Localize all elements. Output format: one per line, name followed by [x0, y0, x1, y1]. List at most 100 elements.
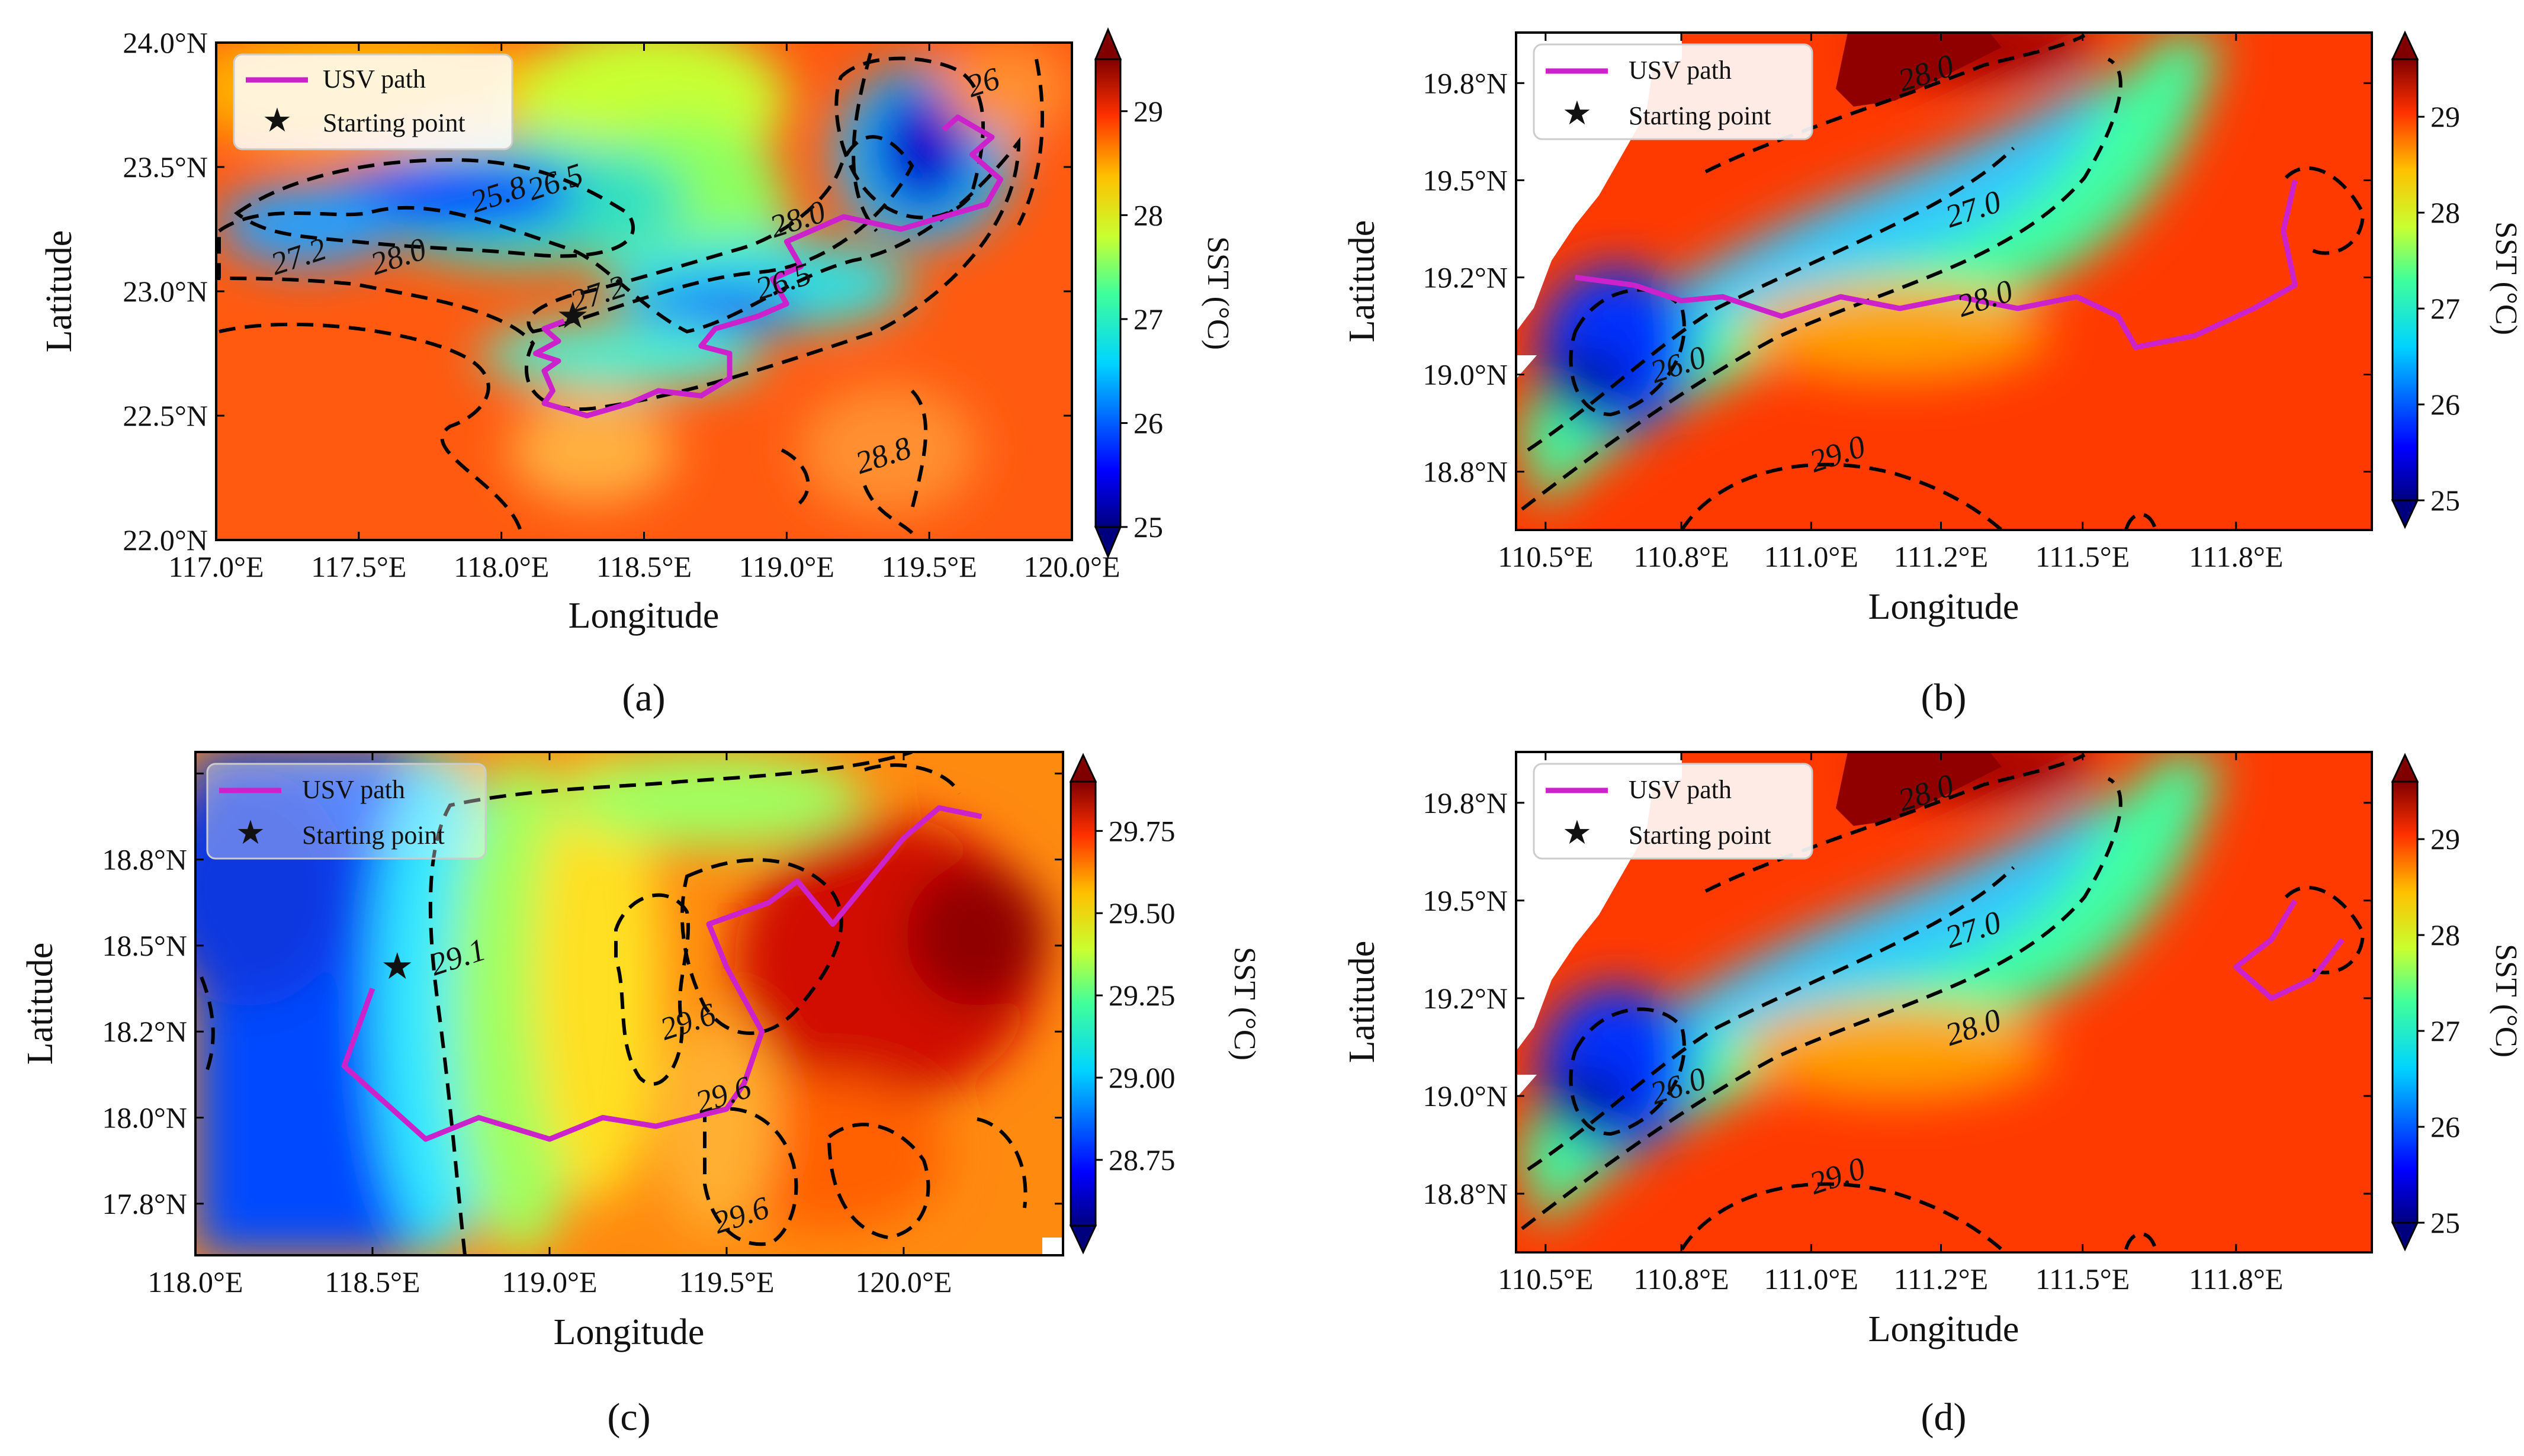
panel-label: (c)	[607, 1396, 650, 1439]
colorbar-tick-label: 29.00	[1109, 1061, 1176, 1094]
y-axis-label: Latitude	[1342, 941, 1382, 1063]
colorbar-tick-label: 27	[2430, 1014, 2460, 1047]
colorbar-arrow-bottom	[2391, 1222, 2419, 1252]
legend-path-label: USV path	[1629, 775, 1732, 804]
panel-label: (b)	[1921, 676, 1967, 719]
x-tick-label: 119.0°E	[739, 550, 834, 583]
colorbar-tick-label: 25	[1133, 510, 1163, 544]
legend: USV path ★ Starting point	[1533, 43, 1813, 140]
y-axis-label: Latitude	[39, 230, 79, 353]
y-tick-label: 18.8°N	[1422, 1177, 1508, 1210]
legend-star-label: Starting point	[1629, 821, 1771, 850]
y-tick-label: 19.0°N	[1422, 1079, 1508, 1113]
legend-path-label: USV path	[1629, 56, 1732, 85]
x-tick-label: 110.8°E	[1633, 1262, 1729, 1296]
y-tick-label: 17.8°N	[102, 1187, 187, 1220]
colorbar-tick-label: 29.50	[1109, 896, 1176, 930]
y-tick-label: 18.8°N	[1422, 455, 1508, 488]
colorbar-tick-label: 28	[2430, 918, 2460, 952]
x-tick-label: 111.2°E	[1894, 540, 1988, 573]
sst-heatmap	[1516, 33, 2372, 530]
colorbar-arrow-bottom	[1069, 1224, 1097, 1255]
colorbar-arrow-top	[2391, 30, 2419, 60]
x-tick-label: 120.0°E	[1023, 550, 1120, 583]
colorbar	[2391, 780, 2419, 1224]
x-axis-label: Longitude	[1868, 587, 2019, 627]
x-tick-label: 117.5°E	[311, 550, 406, 583]
legend-star-label: Starting point	[1629, 101, 1771, 130]
y-tick-label: 18.8°N	[102, 843, 187, 876]
y-tick-label: 22.5°N	[123, 399, 208, 432]
panel-label: (d)	[1921, 1396, 1967, 1439]
legend-star-swatch: ★	[1562, 815, 1592, 851]
colorbar-label: SST (°C)	[1201, 236, 1235, 350]
sst-heatmap	[195, 752, 1063, 1255]
x-axis-label: Longitude	[569, 596, 720, 636]
y-tick-label: 19.8°N	[1422, 786, 1508, 819]
sst-heatmap	[216, 43, 1072, 540]
colorbar-tick-label: 29	[1133, 95, 1163, 128]
y-tick-label: 19.0°N	[1422, 358, 1508, 391]
legend-star-swatch: ★	[262, 102, 292, 139]
y-tick-label: 24.0°N	[123, 26, 208, 59]
x-tick-label: 118.5°E	[596, 550, 692, 583]
x-tick-label: 111.8°E	[2189, 540, 2283, 573]
plot-frame	[194, 751, 1064, 1256]
y-tick-label: 23.0°N	[123, 275, 208, 308]
legend-path-label: USV path	[323, 65, 426, 94]
legend: USV path ★ Starting point	[206, 763, 487, 860]
x-tick-label: 120.0°E	[855, 1265, 952, 1298]
colorbar-tick-label: 25	[2430, 1206, 2460, 1239]
y-tick-label: 19.5°N	[1422, 884, 1508, 917]
x-tick-label: 111.0°E	[1764, 1262, 1858, 1296]
colorbar-tick-label: 26	[1133, 406, 1163, 439]
colorbar	[2391, 58, 2419, 502]
colorbar-label: SST (°C)	[1228, 947, 1261, 1060]
colorbar-tick-label: 28.75	[1109, 1143, 1176, 1177]
x-tick-label: 111.0°E	[1764, 540, 1858, 573]
y-tick-label: 18.0°N	[102, 1101, 187, 1134]
colorbar-arrow-top	[1069, 753, 1097, 783]
legend-star-label: Starting point	[323, 108, 465, 137]
y-tick-label: 19.5°N	[1422, 163, 1508, 197]
colorbar-label: SST (°C)	[2489, 944, 2523, 1058]
colorbar-arrow-top	[1094, 27, 1122, 60]
legend: USV path ★ Starting point	[233, 53, 513, 150]
x-tick-label: 110.5°E	[1498, 540, 1593, 573]
colorbar-tick-label: 27	[2430, 292, 2460, 325]
colorbar-label: SST (°C)	[2489, 221, 2523, 335]
colorbar-tick-label: 29	[2430, 100, 2460, 133]
x-tick-label: 111.8°E	[2189, 1262, 2283, 1296]
y-tick-label: 19.8°N	[1422, 66, 1508, 99]
colorbar-tick-label: 29.75	[1109, 814, 1176, 847]
legend: USV path ★ Starting point	[1533, 763, 1813, 860]
legend-star-label: Starting point	[302, 821, 445, 850]
legend-path-label: USV path	[302, 775, 405, 804]
x-tick-label: 119.5°E	[882, 550, 977, 583]
usv-path	[341, 805, 982, 1142]
x-tick-label: 110.8°E	[1633, 540, 1729, 573]
colorbar-tick-label: 25	[2430, 484, 2460, 517]
colorbar-tick-label: 26	[2430, 388, 2460, 421]
colorbar-arrow-bottom	[2391, 499, 2419, 529]
starting-point-star: ★	[381, 947, 414, 987]
panel-c: ★ 29.129.629.629.6 118.0°E 118.5°E 119.0°E…	[20, 751, 1261, 1439]
panel-b: 26.027.028.028.029.0 110.5°E 110.8°E 111.0…	[1342, 30, 2523, 719]
y-tick-label: 23.5°N	[123, 150, 208, 184]
panel-d: 26.027.028.028.029.0 110.5°E 110.8°E 111.0…	[1342, 751, 2523, 1439]
colorbar-arrow-top	[2391, 753, 2419, 783]
usv-path	[533, 114, 1004, 419]
x-tick-label: 111.2°E	[1894, 1262, 1988, 1296]
colorbar-tick-label: 29.25	[1109, 979, 1176, 1012]
x-tick-label: 117.0°E	[168, 550, 264, 583]
colorbar-arrow-bottom	[1094, 526, 1122, 559]
panel-label: (a)	[622, 676, 665, 719]
colorbar-tick-label: 27	[1133, 303, 1163, 336]
x-tick-label: 110.5°E	[1498, 1262, 1593, 1296]
colorbar-tick-label: 26	[2430, 1110, 2460, 1143]
usv-path	[2233, 899, 2345, 1001]
legend-star-swatch: ★	[236, 815, 265, 851]
x-tick-label: 111.5°E	[2035, 540, 2130, 573]
x-tick-label: 119.5°E	[679, 1265, 774, 1298]
